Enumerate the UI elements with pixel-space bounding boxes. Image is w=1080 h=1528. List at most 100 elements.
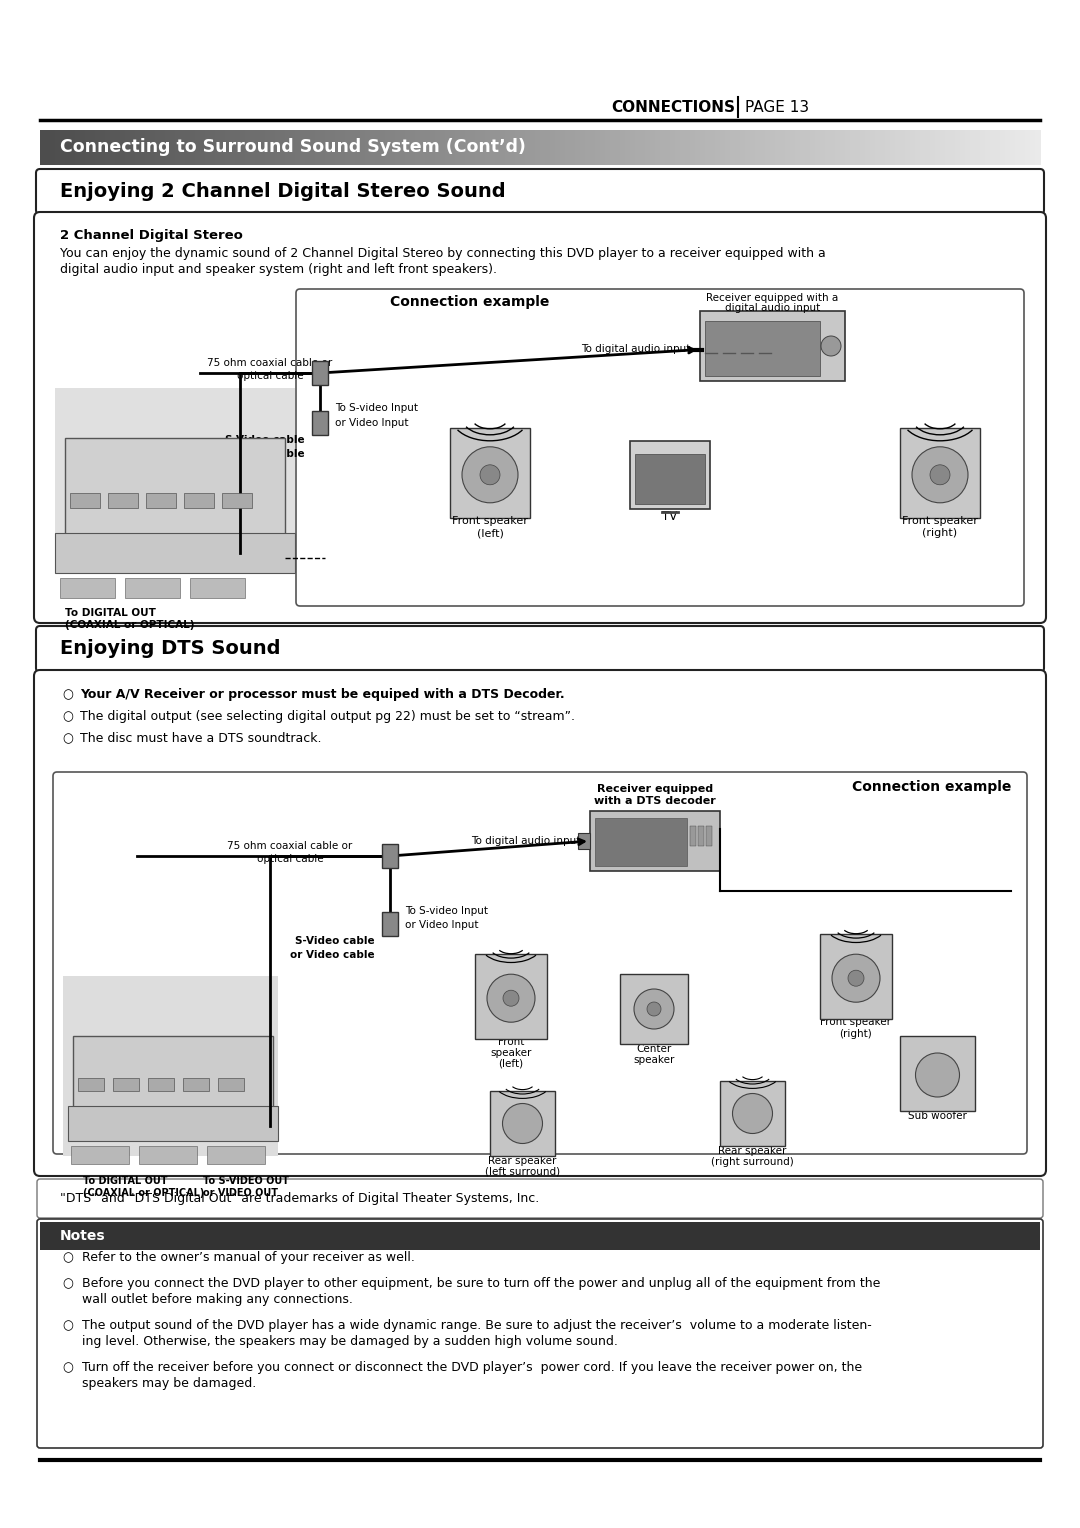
Text: The disc must have a DTS soundtrack.: The disc must have a DTS soundtrack. — [80, 732, 322, 746]
Bar — [885, 130, 891, 165]
Bar — [65, 130, 71, 165]
Bar — [615, 130, 621, 165]
Bar — [275, 130, 281, 165]
Text: (right): (right) — [839, 1028, 873, 1039]
FancyBboxPatch shape — [53, 772, 1027, 1154]
Circle shape — [930, 465, 950, 484]
Text: S-Video cable: S-Video cable — [295, 937, 375, 946]
Bar — [620, 973, 688, 1044]
Bar — [175, 130, 181, 165]
Text: To DIGITAL OUT: To DIGITAL OUT — [83, 1177, 167, 1186]
Text: Connection example: Connection example — [852, 779, 1011, 795]
Bar — [95, 130, 102, 165]
Text: Receiver equipped: Receiver equipped — [597, 784, 713, 795]
Bar — [675, 130, 681, 165]
Bar — [895, 130, 901, 165]
Bar — [435, 130, 441, 165]
Bar — [535, 130, 541, 165]
Bar — [130, 130, 136, 165]
Bar — [750, 130, 756, 165]
Bar — [180, 130, 186, 165]
Bar — [330, 130, 336, 165]
Bar — [570, 130, 576, 165]
Bar — [860, 130, 866, 165]
Text: 2 Channel Digital Stereo: 2 Channel Digital Stereo — [60, 229, 243, 241]
Bar — [235, 130, 241, 165]
Bar — [740, 130, 746, 165]
Bar — [45, 130, 51, 165]
Bar — [365, 130, 372, 165]
Bar — [745, 130, 751, 165]
Bar — [255, 130, 261, 165]
Bar — [65, 439, 285, 538]
Text: The digital output (see selecting digital output pg 22) must be set to “stream”.: The digital output (see selecting digita… — [80, 711, 575, 723]
Bar — [960, 130, 966, 165]
Text: Turn off the receiver before you connect or disconnect the DVD player’s  power c: Turn off the receiver before you connect… — [82, 1361, 862, 1374]
Bar — [645, 130, 651, 165]
Bar — [475, 130, 481, 165]
Bar — [966, 130, 971, 165]
Bar — [555, 130, 561, 165]
Bar — [195, 130, 201, 165]
Bar — [490, 130, 496, 165]
Text: Before you connect the DVD player to other equipment, be sure to turn off the po: Before you connect the DVD player to oth… — [82, 1277, 880, 1290]
Bar — [700, 312, 845, 380]
Bar — [355, 130, 361, 165]
Bar — [395, 130, 401, 165]
Text: Refer to the owner’s manual of your receiver as well.: Refer to the owner’s manual of your rece… — [82, 1251, 415, 1264]
Bar — [73, 1036, 273, 1135]
Bar — [705, 321, 820, 376]
Bar — [515, 130, 521, 165]
Bar — [405, 130, 411, 165]
Bar — [382, 912, 399, 937]
Bar — [900, 130, 906, 165]
Bar — [955, 130, 961, 165]
Text: 75 ohm coaxial cable or: 75 ohm coaxial cable or — [228, 840, 353, 851]
Bar — [63, 976, 278, 1157]
Bar — [715, 130, 721, 165]
Bar — [190, 130, 195, 165]
Bar — [985, 130, 991, 165]
FancyBboxPatch shape — [33, 669, 1047, 1177]
Bar — [525, 130, 531, 165]
Text: Enjoying 2 Channel Digital Stereo Sound: Enjoying 2 Channel Digital Stereo Sound — [60, 182, 505, 202]
Bar — [620, 130, 626, 165]
Bar — [530, 130, 536, 165]
Text: Rear speaker: Rear speaker — [718, 1146, 786, 1157]
Bar — [125, 578, 180, 597]
Bar — [1030, 130, 1036, 165]
Bar — [135, 130, 141, 165]
Bar — [110, 130, 116, 165]
FancyBboxPatch shape — [296, 289, 1024, 607]
Bar — [420, 130, 426, 165]
Bar — [540, 130, 546, 165]
Circle shape — [634, 989, 674, 1028]
Bar — [495, 130, 501, 165]
Bar — [840, 130, 846, 165]
Text: or Video cable: or Video cable — [220, 449, 305, 458]
FancyBboxPatch shape — [33, 212, 1047, 623]
Text: You can enjoy the dynamic sound of 2 Channel Digital Stereo by connecting this D: You can enjoy the dynamic sound of 2 Cha… — [60, 248, 826, 260]
Bar — [519, 130, 526, 165]
Bar — [315, 130, 321, 165]
Bar — [680, 130, 686, 165]
Bar — [220, 130, 226, 165]
Bar — [805, 130, 811, 165]
Bar — [706, 827, 712, 847]
Bar — [500, 130, 507, 165]
Bar — [200, 130, 206, 165]
Text: S-Video cable: S-Video cable — [226, 435, 305, 445]
Text: ○: ○ — [62, 1361, 72, 1374]
Bar — [320, 130, 326, 165]
Bar — [815, 130, 821, 165]
Bar — [990, 130, 996, 165]
Bar — [880, 130, 886, 165]
Bar — [465, 130, 471, 165]
Bar — [90, 130, 96, 165]
Bar — [690, 827, 696, 847]
Bar — [578, 833, 590, 850]
Bar — [470, 130, 476, 165]
Bar — [312, 361, 328, 385]
Bar — [825, 130, 831, 165]
Bar — [382, 843, 399, 868]
